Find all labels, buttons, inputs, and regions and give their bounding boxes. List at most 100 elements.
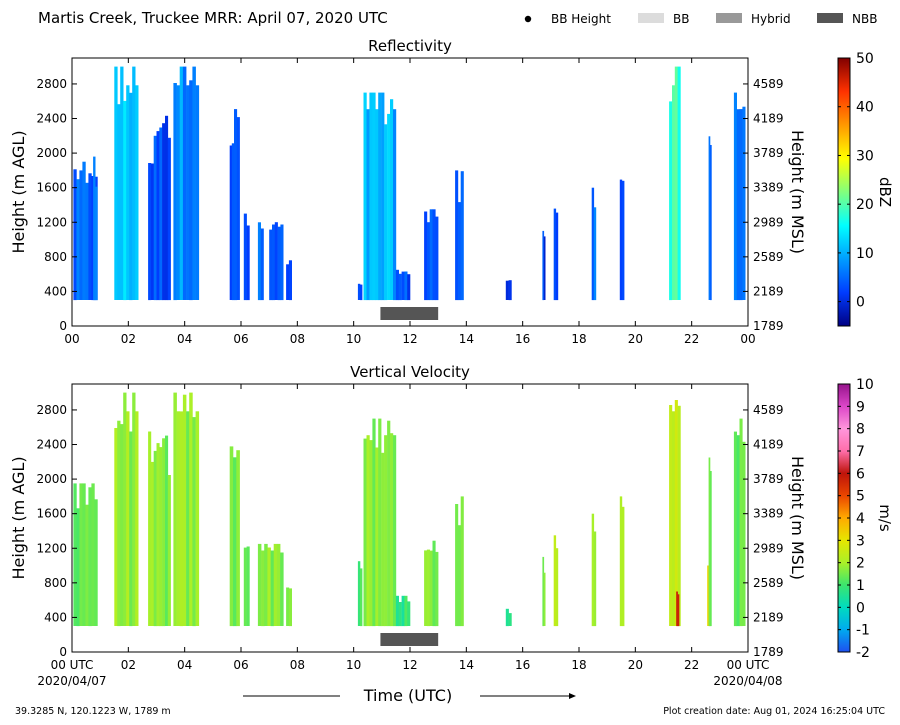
echo-column <box>246 546 250 626</box>
colorbar: -2 -1 0 1 2 3 4 5 6 7 8 9 10 m/s <box>837 377 894 661</box>
echo-column <box>429 550 433 626</box>
y2-tick-label: 2189 <box>753 610 784 624</box>
x-tick-label: 06 <box>233 658 248 672</box>
legend-label: BB Height <box>551 12 611 26</box>
echo-column <box>195 411 200 626</box>
echo-column <box>357 561 361 626</box>
x-tick-label: 08 <box>290 332 305 346</box>
x-date-right: 2020/04/08 <box>713 674 782 688</box>
echo-column <box>435 216 439 301</box>
echo-column <box>619 496 623 627</box>
echo-column <box>710 145 712 301</box>
echo-column <box>395 595 399 627</box>
echo-column <box>366 109 370 301</box>
echo-column <box>460 171 464 301</box>
colorbar-tick-label: 7 <box>856 444 865 460</box>
echo-column <box>117 420 121 627</box>
echo-column <box>360 284 363 301</box>
echo-column <box>708 136 711 300</box>
echo-column <box>277 226 281 301</box>
colorbar-tick-label: 0 <box>856 600 865 616</box>
echo-column <box>73 169 77 301</box>
echo-column <box>231 143 235 301</box>
y-tick-label: 1600 <box>36 181 67 195</box>
echo-column <box>186 85 190 300</box>
echo-column <box>733 431 737 627</box>
echo-column <box>393 435 397 627</box>
colorbar-label: dBZ <box>876 177 894 207</box>
echo-column <box>150 163 154 300</box>
echo-column <box>288 260 292 301</box>
echo-column <box>378 418 382 627</box>
echo-column <box>591 187 595 301</box>
echo-column <box>264 543 268 626</box>
echo-column <box>126 85 130 300</box>
echo-column <box>736 109 740 301</box>
echo-column <box>372 418 376 627</box>
echo-column <box>555 212 559 301</box>
y2-tick-label: 1789 <box>753 645 784 659</box>
x-tick-label: 22 <box>684 658 699 672</box>
echo-column <box>288 588 292 627</box>
y-tick-label: 400 <box>44 610 67 624</box>
echo-column <box>460 496 464 627</box>
echo-column <box>742 441 746 626</box>
legend-swatch <box>638 13 664 23</box>
echo-column <box>93 156 96 301</box>
echo-column <box>424 550 428 626</box>
x-tick-label: 12 <box>402 658 417 672</box>
x-tick-label: 10 <box>346 332 361 346</box>
echo-column <box>95 186 98 301</box>
echo-column <box>357 283 361 300</box>
echo-column <box>401 271 405 300</box>
echo-column <box>593 207 597 301</box>
echo-column <box>135 85 139 300</box>
echo-column <box>153 135 157 301</box>
colorbar-tick-label: 4 <box>856 511 865 527</box>
x-tick-label: 02 <box>121 658 136 672</box>
echo-column <box>162 438 166 627</box>
echo-column <box>676 591 678 627</box>
y2-tick-label: 1789 <box>753 319 784 333</box>
x-tick-label: 14 <box>459 658 474 672</box>
echo-column <box>273 543 278 626</box>
y-tick-label: 2800 <box>36 77 67 91</box>
y-axis-label: Height (m AGL) <box>9 456 28 579</box>
echo-column <box>733 92 737 301</box>
y-tick-label: 2800 <box>36 403 67 417</box>
echo-column <box>384 124 388 301</box>
x-tick-label: 16 <box>515 332 530 346</box>
echo-column <box>148 431 152 626</box>
echo-column <box>404 271 408 301</box>
echo-column <box>150 461 154 626</box>
colorbar-tick-label: -2 <box>856 645 870 661</box>
x-tick-label: 18 <box>571 658 586 672</box>
echo-column <box>114 428 118 626</box>
echo-column <box>591 513 595 627</box>
echo-column <box>707 565 709 626</box>
location-footer: 39.3285 N, 120.1223 W, 1789 m <box>15 706 171 717</box>
echo-column <box>79 483 83 626</box>
echo-column <box>378 92 382 301</box>
echo-column <box>742 106 746 300</box>
echo-column <box>669 101 673 301</box>
echo-column <box>260 228 264 301</box>
echo-column <box>708 457 711 627</box>
echo-column <box>398 602 402 627</box>
y-tick-label: 2000 <box>36 472 67 486</box>
x-tick-label: 02 <box>121 332 136 346</box>
echo-column <box>132 66 136 300</box>
echo-column <box>153 450 157 627</box>
x-axis-label-group: Time (UTC) <box>243 686 576 705</box>
x-tick-label: 08 <box>290 658 305 672</box>
colorbar-tick-label: 6 <box>856 466 865 482</box>
echo-column <box>123 100 127 301</box>
y2-tick-label: 3389 <box>753 507 784 521</box>
echo-column <box>135 411 139 626</box>
x-axis-label: Time (UTC) <box>363 686 452 705</box>
echo-column <box>669 405 673 626</box>
y-tick-label: 2400 <box>36 112 67 126</box>
echo-column <box>173 392 177 626</box>
colorbar-gradient <box>837 57 851 327</box>
y-axis-label: Height (m AGL) <box>9 130 28 253</box>
